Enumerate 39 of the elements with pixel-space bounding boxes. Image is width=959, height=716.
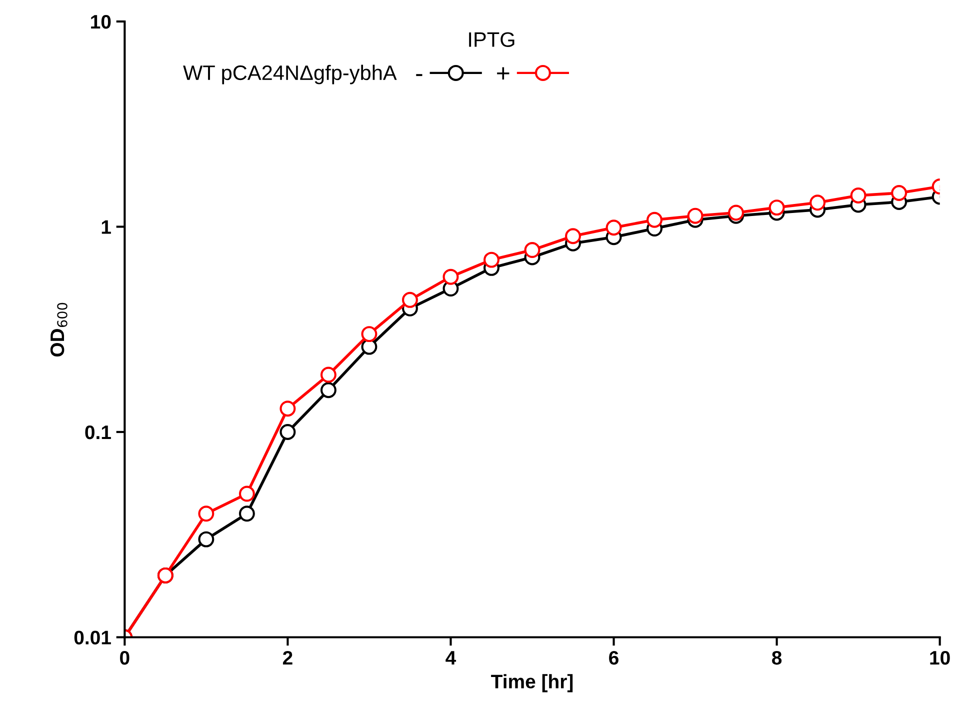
x-tick-label: 10 (930, 650, 950, 665)
point (238, 506, 255, 522)
point (320, 382, 336, 398)
legend-title: IPTG (469, 32, 514, 47)
x-tick-label: 0 (120, 650, 130, 665)
point (524, 242, 540, 258)
point (728, 204, 744, 221)
y-tick-label: 0.1 (85, 425, 111, 440)
point (687, 208, 704, 224)
x-tick-label: 2 (282, 650, 292, 665)
annotation: WT pCA24NΔgfp-ybhA (183, 64, 397, 84)
y-axis-title: OD$_{600}$ (50, 302, 68, 357)
point (891, 185, 908, 201)
y-tick-label: 10 (91, 14, 111, 29)
point (646, 212, 663, 228)
x-tick-label: 8 (772, 650, 782, 665)
point (850, 187, 866, 204)
point (361, 326, 378, 342)
point (280, 400, 296, 417)
point (198, 531, 214, 548)
point (280, 424, 296, 440)
point (484, 252, 500, 268)
point (810, 194, 826, 211)
point (565, 228, 581, 244)
point (198, 506, 214, 522)
y-tick-label: 1 (102, 220, 111, 234)
point (768, 200, 785, 216)
legend-label: - (416, 74, 422, 76)
point (238, 486, 255, 502)
y-tick-label: 0.01 (74, 630, 111, 644)
point (320, 366, 336, 383)
point (361, 338, 378, 355)
point (402, 292, 418, 308)
x-tick-label: 6 (609, 650, 618, 665)
point (442, 268, 459, 285)
point (606, 220, 622, 236)
x-axis-title: Time [hr] (491, 674, 573, 692)
x-tick-label: 4 (446, 651, 456, 665)
legend-label: + (497, 67, 510, 80)
